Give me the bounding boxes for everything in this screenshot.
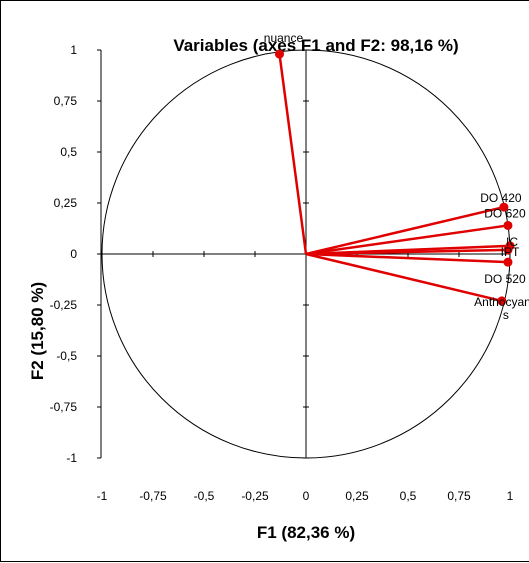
data-point — [503, 257, 513, 267]
point-label: Anthocyanes — [474, 295, 529, 322]
y-tick-label: 1 — [70, 43, 77, 57]
y-tick-label: -0,25 — [50, 298, 78, 312]
data-point — [503, 245, 513, 255]
x-tick-label: 0 — [303, 489, 310, 503]
point-label: DO 620 — [484, 206, 526, 220]
x-tick-label: 0,75 — [447, 489, 471, 503]
vector-line — [305, 252, 509, 264]
point-label: DO 520 — [484, 272, 526, 286]
x-tick-label: -0,25 — [241, 489, 269, 503]
x-tick-label: 0,25 — [345, 489, 369, 503]
vector-line — [305, 205, 505, 256]
point-label: nuance — [264, 31, 304, 45]
point-label: IPT — [501, 245, 520, 259]
vector-line — [305, 224, 509, 256]
y-tick-label: -1 — [66, 451, 77, 465]
y-tick-label: 0,75 — [54, 94, 78, 108]
y-tick-label: 0,25 — [54, 196, 78, 210]
x-tick-label: -0,5 — [194, 489, 215, 503]
data-point — [497, 296, 507, 306]
chart-title: Variables (axes F1 and F2: 98,16 %) — [173, 36, 458, 55]
x-axis-title: F1 (82,36 %) — [257, 523, 355, 542]
vector-line — [278, 53, 308, 255]
point-label: DO 420 — [480, 191, 522, 205]
y-tick-label: 0 — [70, 247, 77, 261]
x-tick-label: -0,75 — [139, 489, 167, 503]
vector-line — [305, 248, 508, 256]
x-tick-label: -1 — [97, 489, 108, 503]
vector-line — [305, 252, 503, 303]
y-axis-title: F2 (15,80 %) — [28, 282, 47, 380]
plot-area: -1 -0,75 -0,5 -0,25 0 0,25 0,5 0,75 1 1 0,75 0,5 0,2… — [50, 31, 529, 503]
point-label: IC — [506, 235, 518, 249]
x-tick-label: 1 — [507, 489, 514, 503]
data-point — [499, 202, 509, 212]
y-tick-label: -0,5 — [56, 349, 77, 363]
y-tick-label: -0,75 — [50, 400, 78, 414]
data-point — [274, 49, 284, 59]
y-tick-label: 0,5 — [60, 145, 77, 159]
data-point — [503, 220, 513, 230]
x-tick-label: 0,5 — [400, 489, 417, 503]
